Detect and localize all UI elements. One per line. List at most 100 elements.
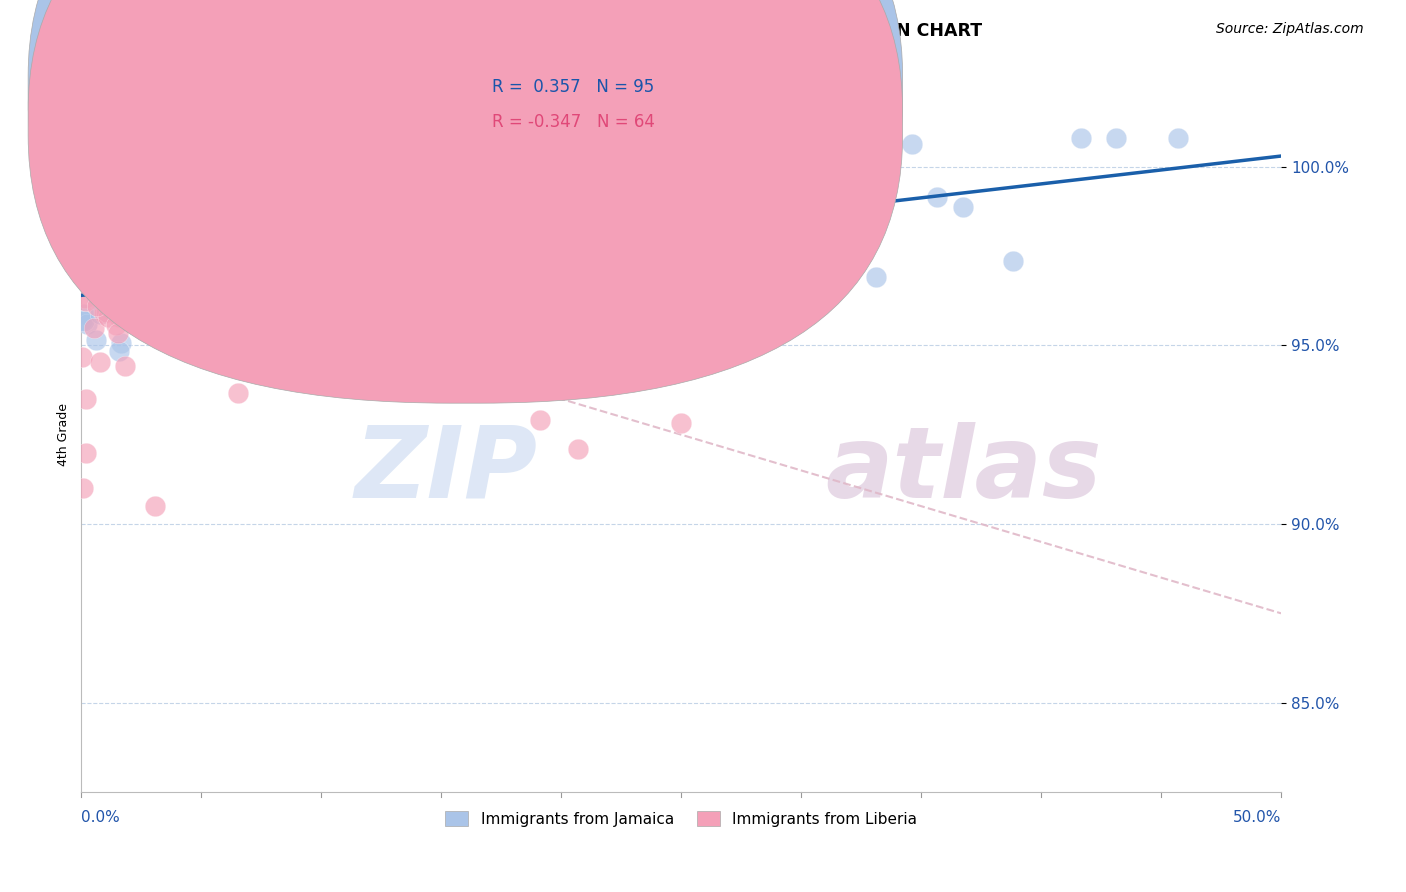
Point	[87, 290, 110, 304]
Point	[176, 232, 198, 246]
Point	[179, 231, 201, 245]
Point	[91, 207, 114, 221]
Point	[75, 445, 97, 459]
Point	[94, 305, 117, 319]
Point	[273, 310, 295, 324]
Point	[572, 144, 595, 158]
Point	[90, 278, 112, 293]
Point	[499, 244, 522, 259]
Point	[98, 209, 121, 223]
Point	[613, 374, 636, 388]
Point	[205, 232, 228, 246]
Point	[97, 310, 120, 324]
Point	[86, 160, 108, 174]
Point	[75, 392, 97, 406]
Point	[285, 269, 308, 284]
Point	[529, 412, 551, 426]
Point	[84, 173, 107, 187]
Point	[333, 283, 356, 297]
Point	[389, 337, 412, 351]
Point	[75, 247, 97, 261]
Point	[669, 416, 692, 430]
Point	[101, 235, 124, 249]
Point	[84, 333, 107, 347]
Point	[97, 169, 120, 184]
Point	[93, 306, 115, 320]
Point	[416, 253, 439, 268]
Point	[226, 386, 249, 401]
Point	[72, 481, 94, 495]
Point	[1105, 131, 1128, 145]
Point	[901, 137, 924, 152]
Point	[131, 286, 153, 301]
Point	[229, 338, 252, 352]
Point	[613, 185, 636, 199]
Point	[170, 203, 193, 218]
Point	[219, 269, 242, 284]
Point	[623, 277, 645, 292]
Point	[117, 246, 139, 260]
Point	[207, 289, 229, 303]
Point	[107, 310, 129, 324]
Point	[108, 344, 131, 359]
Point	[557, 260, 579, 274]
Point	[174, 192, 197, 206]
Point	[76, 318, 98, 332]
Point	[838, 179, 860, 194]
Point	[373, 310, 395, 325]
Point	[952, 200, 974, 214]
Point	[138, 316, 160, 330]
Point	[141, 299, 163, 313]
Point	[82, 269, 104, 284]
Point	[1002, 254, 1025, 268]
Point	[1070, 131, 1092, 145]
Point	[118, 310, 141, 325]
Point	[115, 294, 138, 309]
Point	[146, 302, 169, 317]
Point	[86, 292, 108, 306]
Point	[76, 246, 98, 260]
Point	[621, 233, 644, 247]
Point	[157, 208, 180, 222]
Point	[89, 307, 111, 321]
Point	[378, 238, 401, 252]
Point	[84, 224, 107, 238]
Point	[191, 302, 214, 317]
Point	[281, 251, 304, 265]
Point	[157, 264, 180, 278]
Point	[288, 243, 311, 257]
Point	[73, 314, 96, 328]
Point	[108, 201, 131, 215]
Point	[179, 258, 201, 272]
Point	[118, 285, 141, 300]
Point	[177, 177, 200, 191]
Point	[683, 259, 706, 273]
Y-axis label: 4th Grade: 4th Grade	[58, 403, 70, 467]
Point	[332, 186, 354, 200]
Point	[606, 203, 628, 218]
Point	[156, 218, 179, 232]
Point	[100, 302, 122, 317]
Point	[89, 355, 111, 369]
Text: atlas: atlas	[825, 422, 1102, 519]
Point	[350, 253, 373, 268]
Point	[79, 202, 101, 217]
Point	[765, 149, 787, 163]
Point	[277, 237, 299, 252]
Point	[103, 295, 125, 310]
Point	[233, 300, 256, 314]
Point	[111, 211, 134, 225]
Text: IMMIGRANTS FROM JAMAICA VS IMMIGRANTS FROM LIBERIA 4TH GRADE CORRELATION CHART: IMMIGRANTS FROM JAMAICA VS IMMIGRANTS FR…	[56, 22, 983, 40]
Text: Source: ZipAtlas.com: Source: ZipAtlas.com	[1216, 22, 1364, 37]
Point	[72, 265, 94, 279]
Point	[104, 270, 127, 285]
Point	[138, 196, 160, 211]
Point	[686, 267, 709, 281]
Text: R = -0.347   N = 64: R = -0.347 N = 64	[492, 113, 655, 131]
Point	[927, 190, 949, 204]
Point	[76, 251, 98, 265]
Point	[200, 277, 222, 291]
Point	[75, 291, 97, 305]
Point	[72, 307, 94, 321]
Point	[366, 260, 388, 274]
